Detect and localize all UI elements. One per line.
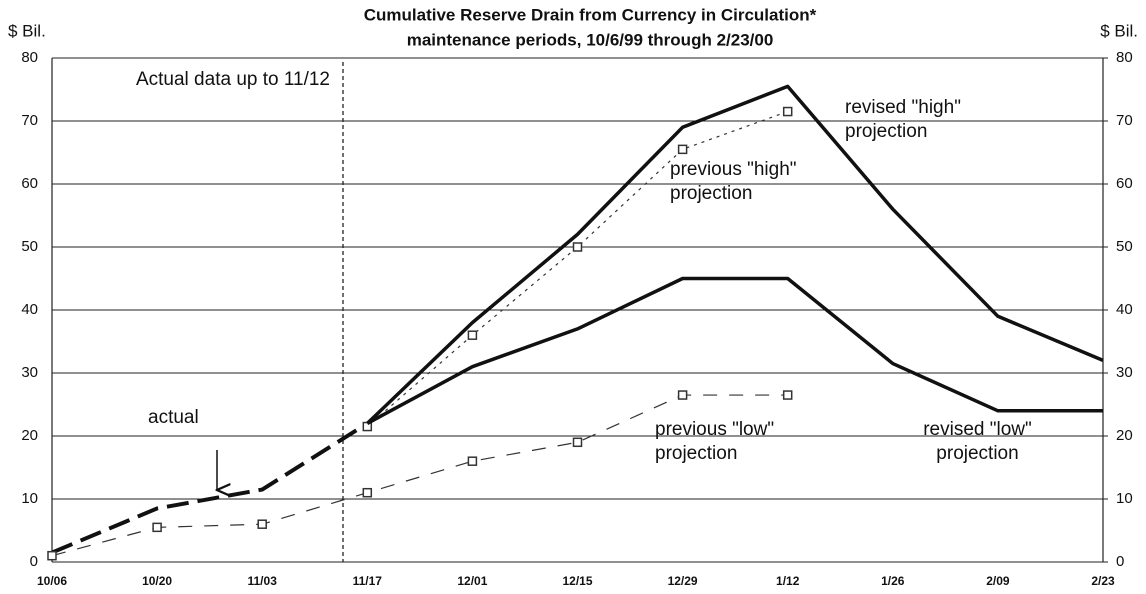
series-label: previous "low" projection xyxy=(655,419,775,464)
x-tick-label: 2/23 xyxy=(1091,574,1115,588)
x-tick-label: 10/06 xyxy=(37,574,67,588)
y2-tick-label: 0 xyxy=(1116,553,1124,570)
series-label-box: revised "high" projection xyxy=(845,97,961,142)
y2-tick-label: 20 xyxy=(1116,427,1133,444)
y2-tick-label: 50 xyxy=(1116,238,1133,255)
x-tick-label: 10/20 xyxy=(142,574,172,588)
y-tick-label: 40 xyxy=(21,301,38,318)
point-marker xyxy=(467,456,478,466)
point-marker xyxy=(362,487,373,498)
point-marker xyxy=(572,437,583,448)
y2-tick-label: 70 xyxy=(1116,112,1133,129)
point-marker xyxy=(677,144,688,155)
point-marker xyxy=(47,550,57,561)
y-tick-label: 80 xyxy=(21,49,38,66)
y2-tick-label: 80 xyxy=(1116,49,1133,66)
x-tick-label: 1/26 xyxy=(881,574,905,588)
series-line xyxy=(51,421,369,555)
x-tick-label: 12/15 xyxy=(562,574,592,588)
y-tick-label: 0 xyxy=(30,553,38,570)
series-line xyxy=(366,276,1103,425)
y-tick-label: 50 xyxy=(21,238,38,255)
series-label-box: previous "low" projection xyxy=(655,419,775,464)
y2-tick-label: 60 xyxy=(1116,175,1133,192)
y-tick-label: 60 xyxy=(21,175,38,192)
x-tick-label: 1/12 xyxy=(776,574,800,588)
y2-tick-label: 40 xyxy=(1116,301,1133,318)
chart-title: Cumulative Reserve Drain from Currency i… xyxy=(364,5,817,24)
y-tick-label: 10 xyxy=(21,490,38,507)
series-line xyxy=(366,110,788,428)
y2-tick-label: 10 xyxy=(1116,490,1133,507)
series-line xyxy=(51,394,788,557)
series-label-box: previous "high" projection xyxy=(670,159,797,204)
series-label: revised "high" projection xyxy=(845,97,961,142)
chart-subtitle: maintenance periods, 10/6/99 through 2/2… xyxy=(407,30,774,49)
point-marker xyxy=(677,390,688,400)
point-marker xyxy=(467,330,478,340)
x-tick-label: 11/03 xyxy=(248,574,278,588)
point-marker xyxy=(782,106,793,117)
series-label: actual xyxy=(148,407,199,428)
point-marker xyxy=(152,522,162,533)
series-label-box: revised "low" projection xyxy=(923,419,1032,464)
y-axis-label: $ Bil. xyxy=(8,21,46,40)
series-label-box: actual xyxy=(148,407,199,428)
point-marker xyxy=(782,390,793,400)
y-tick-label: 30 xyxy=(21,364,38,381)
series-line xyxy=(366,84,1104,425)
x-tick-label: 12/01 xyxy=(457,574,487,588)
x-tick-label: 11/17 xyxy=(353,574,383,588)
point-marker xyxy=(572,242,583,252)
y2-axis-label: $ Bil. xyxy=(1100,21,1138,40)
series-label: revised "low" projection xyxy=(923,419,1032,464)
y-tick-label: 70 xyxy=(21,112,38,129)
y-tick-label: 20 xyxy=(21,427,38,444)
point-marker xyxy=(257,519,267,529)
x-tick-label: 12/29 xyxy=(668,574,698,588)
x-tick-label: 2/09 xyxy=(986,574,1010,588)
y2-tick-label: 30 xyxy=(1116,364,1133,381)
annotation: Actual data up to 11/12 xyxy=(136,69,330,90)
series-label: previous "high" projection xyxy=(670,159,797,204)
